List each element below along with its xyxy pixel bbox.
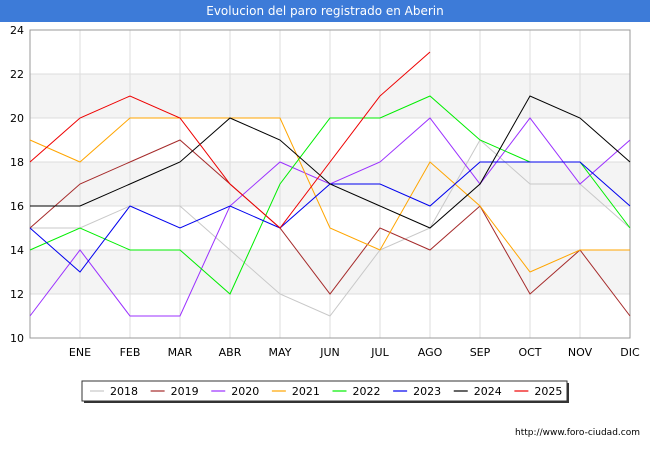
x-tick-label: ENE [69, 346, 91, 359]
x-tick-label: MAR [168, 346, 193, 359]
title-bar [0, 0, 650, 22]
x-tick-label: JUN [319, 346, 340, 359]
legend-label-2024: 2024 [474, 385, 502, 398]
y-tick-label: 24 [10, 24, 24, 37]
x-tick-label: OCT [518, 346, 541, 359]
legend-label-2018: 2018 [110, 385, 138, 398]
x-tick-label: NOV [568, 346, 593, 359]
x-tick-label: ABR [219, 346, 242, 359]
legend-box [81, 380, 568, 402]
y-tick-label: 14 [10, 244, 24, 257]
series-line-2024 [30, 95, 631, 229]
legend-label-2021: 2021 [292, 385, 320, 398]
legend-label-2019: 2019 [171, 385, 199, 398]
y-tick-label: 18 [10, 156, 24, 169]
y-tick-label: 20 [10, 112, 24, 125]
x-tick-label: SEP [470, 346, 491, 359]
series-line-2021 [29, 117, 630, 273]
plot-frame [29, 29, 631, 339]
y-tick-label: 12 [10, 288, 24, 301]
x-tick-label: JUL [370, 346, 389, 359]
legend-label-2023: 2023 [413, 385, 441, 398]
series-line-2025 [29, 51, 431, 229]
y-tick-label: 22 [10, 68, 24, 81]
x-tick-label: DIC [620, 346, 640, 359]
series-line-2019 [29, 139, 631, 317]
legend-label-2022: 2022 [353, 385, 381, 398]
legend-label-2025: 2025 [534, 385, 562, 398]
source-credit: http://www.foro-ciudad.com [515, 428, 640, 438]
legend-label-2020: 2020 [231, 385, 259, 398]
x-tick-label: MAY [269, 346, 292, 359]
x-tick-label: AGO [418, 346, 443, 359]
y-tick-label: 10 [10, 332, 24, 345]
x-tick-label: FEB [120, 346, 141, 359]
chart-title: Evolucion del paro registrado en Aberin [206, 4, 444, 18]
y-tick-label: 16 [10, 200, 24, 213]
